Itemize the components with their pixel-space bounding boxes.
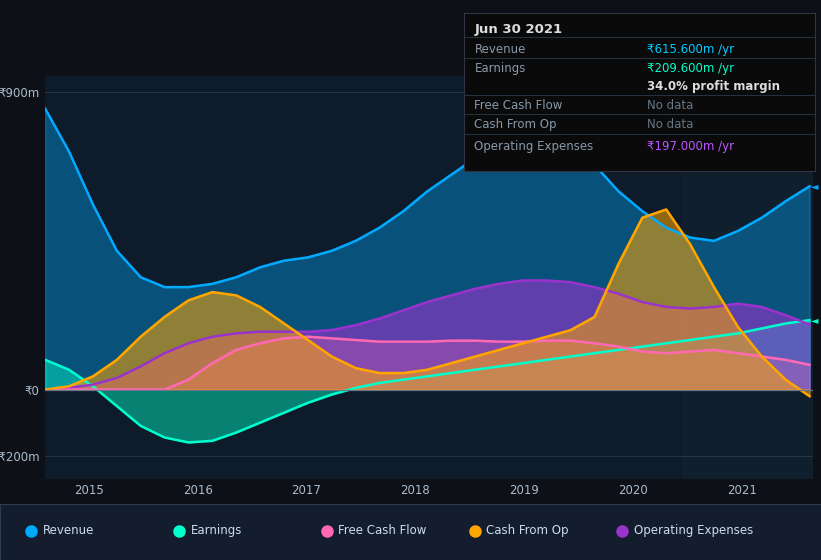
Text: Free Cash Flow: Free Cash Flow: [475, 99, 562, 112]
Text: Revenue: Revenue: [475, 43, 525, 55]
Text: Operating Expenses: Operating Expenses: [475, 140, 594, 153]
Text: ◄: ◄: [810, 315, 818, 325]
Text: Cash From Op: Cash From Op: [475, 118, 557, 130]
Text: Earnings: Earnings: [190, 524, 242, 538]
Text: ₹209.600m /yr: ₹209.600m /yr: [647, 63, 734, 76]
Text: ₹615.600m /yr: ₹615.600m /yr: [647, 43, 734, 55]
Text: Free Cash Flow: Free Cash Flow: [338, 524, 427, 538]
Text: ◄: ◄: [810, 181, 818, 192]
Text: No data: No data: [647, 118, 693, 130]
Text: ₹197.000m /yr: ₹197.000m /yr: [647, 140, 734, 153]
Text: No data: No data: [647, 99, 693, 112]
Bar: [682, 76, 813, 479]
Text: Jun 30 2021: Jun 30 2021: [475, 23, 562, 36]
Text: Operating Expenses: Operating Expenses: [634, 524, 753, 538]
Text: 34.0% profit margin: 34.0% profit margin: [647, 80, 780, 93]
Text: Revenue: Revenue: [43, 524, 94, 538]
Text: Cash From Op: Cash From Op: [486, 524, 568, 538]
Text: Earnings: Earnings: [475, 63, 525, 76]
